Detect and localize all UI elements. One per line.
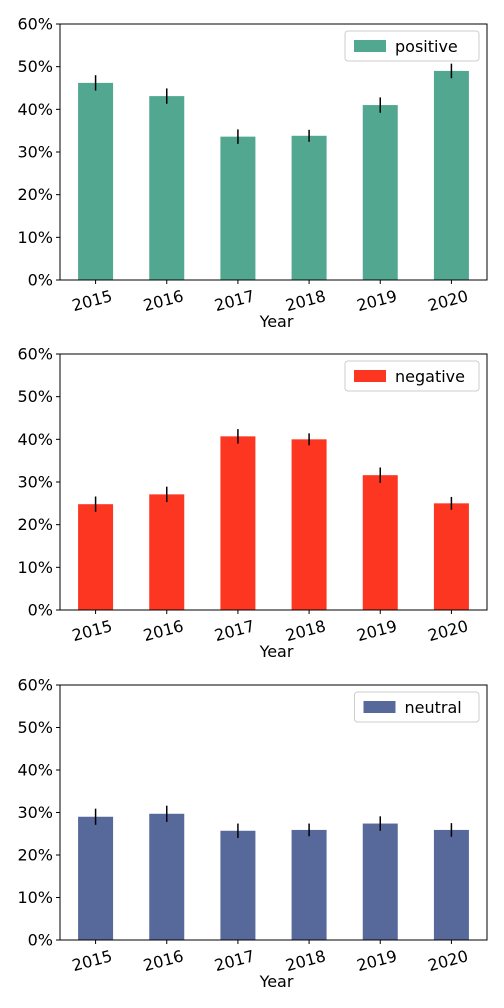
y-tick-label: 10% xyxy=(17,228,53,247)
x-axis-label: Year xyxy=(259,642,294,661)
bar-neutral-2018 xyxy=(291,829,327,940)
legend: negative xyxy=(344,360,480,392)
x-tick-label: 2017 xyxy=(212,946,256,975)
chart-panel-3: 0% 10% 20% 30% 40% 50% 60% 2015 2016 2017 2018 2019… xyxy=(17,676,488,991)
y-tick-label: 50% xyxy=(17,718,53,737)
bar-negative-2015 xyxy=(78,504,114,610)
y-tick-label: 10% xyxy=(17,888,53,907)
x-tick-label: 2016 xyxy=(141,286,185,315)
bar-negative-2020 xyxy=(433,503,469,610)
y-tick-label: 40% xyxy=(17,430,53,449)
axes-frame xyxy=(59,23,488,281)
bar-positive-2018 xyxy=(291,135,327,280)
bar-positive-2020 xyxy=(433,70,469,280)
y-tick-label: 30% xyxy=(17,143,53,162)
x-tick-label: 2015 xyxy=(70,616,114,645)
x-tick-label: 2018 xyxy=(284,616,328,645)
legend-swatch xyxy=(354,40,386,52)
x-tick-label: 2019 xyxy=(355,286,399,315)
chart-panel-1: 0% 10% 20% 30% 40% 50% 60% 2015 2016 2017 2018 2019… xyxy=(17,15,488,331)
chart-panel-2: 0% 10% 20% 30% 40% 50% 60% 2015 2016 2017 2018 2019… xyxy=(17,345,488,661)
bar-neutral-2015 xyxy=(78,816,114,940)
y-tick-label: 20% xyxy=(17,515,53,534)
x-tick-label: 2020 xyxy=(426,286,470,315)
y-tick-label: 60% xyxy=(17,345,53,364)
legend-box xyxy=(344,30,480,62)
bar-neutral-2017 xyxy=(220,830,256,940)
y-tick-label: 0% xyxy=(28,601,53,620)
legend: positive xyxy=(344,30,480,62)
legend-label: positive xyxy=(395,37,458,56)
bar-negative-2019 xyxy=(362,475,398,610)
legend-swatch xyxy=(354,370,386,382)
x-axis-label: Year xyxy=(259,972,294,991)
x-tick-label: 2017 xyxy=(212,616,256,645)
axes-frame xyxy=(59,684,488,941)
y-tick-label: 0% xyxy=(28,931,53,950)
bar-positive-2017 xyxy=(220,136,256,280)
y-tick-label: 40% xyxy=(17,100,53,119)
y-tick-label: 30% xyxy=(17,473,53,492)
x-tick-label: 2018 xyxy=(284,286,328,315)
y-tick-label: 60% xyxy=(17,676,53,695)
bar-neutral-2016 xyxy=(149,813,185,940)
legend-label: neutral xyxy=(405,698,462,717)
y-tick-label: 60% xyxy=(17,15,53,34)
x-tick-label: 2019 xyxy=(355,946,399,975)
bar-negative-2016 xyxy=(149,494,185,610)
y-tick-label: 40% xyxy=(17,761,53,780)
y-tick-label: 0% xyxy=(28,271,53,290)
x-tick-label: 2015 xyxy=(70,286,114,315)
bar-neutral-2020 xyxy=(433,829,469,940)
y-tick-label: 50% xyxy=(17,387,53,406)
y-tick-label: 10% xyxy=(17,558,53,577)
y-tick-label: 20% xyxy=(17,185,53,204)
bar-positive-2015 xyxy=(78,82,114,280)
x-tick-label: 2017 xyxy=(212,286,256,315)
x-tick-label: 2016 xyxy=(141,946,185,975)
x-tick-label: 2019 xyxy=(355,616,399,645)
axes-frame xyxy=(59,353,488,611)
x-tick-label: 2020 xyxy=(426,946,470,975)
y-tick-label: 30% xyxy=(17,803,53,822)
x-axis-label: Year xyxy=(259,312,294,331)
x-tick-label: 2015 xyxy=(70,946,114,975)
bar-negative-2017 xyxy=(220,436,256,610)
x-tick-label: 2016 xyxy=(141,616,185,645)
x-tick-label: 2018 xyxy=(284,946,328,975)
x-tick-label: 2020 xyxy=(426,616,470,645)
bar-positive-2019 xyxy=(362,105,398,280)
bar-positive-2016 xyxy=(149,96,185,281)
legend-swatch xyxy=(363,701,396,713)
legend-box xyxy=(344,360,480,392)
y-tick-label: 50% xyxy=(17,57,53,76)
legend-box xyxy=(354,691,480,723)
legend: neutral xyxy=(354,691,480,723)
bar-neutral-2019 xyxy=(362,823,398,940)
bar-negative-2018 xyxy=(291,439,327,610)
legend-label: negative xyxy=(395,367,465,386)
y-tick-label: 20% xyxy=(17,846,53,865)
